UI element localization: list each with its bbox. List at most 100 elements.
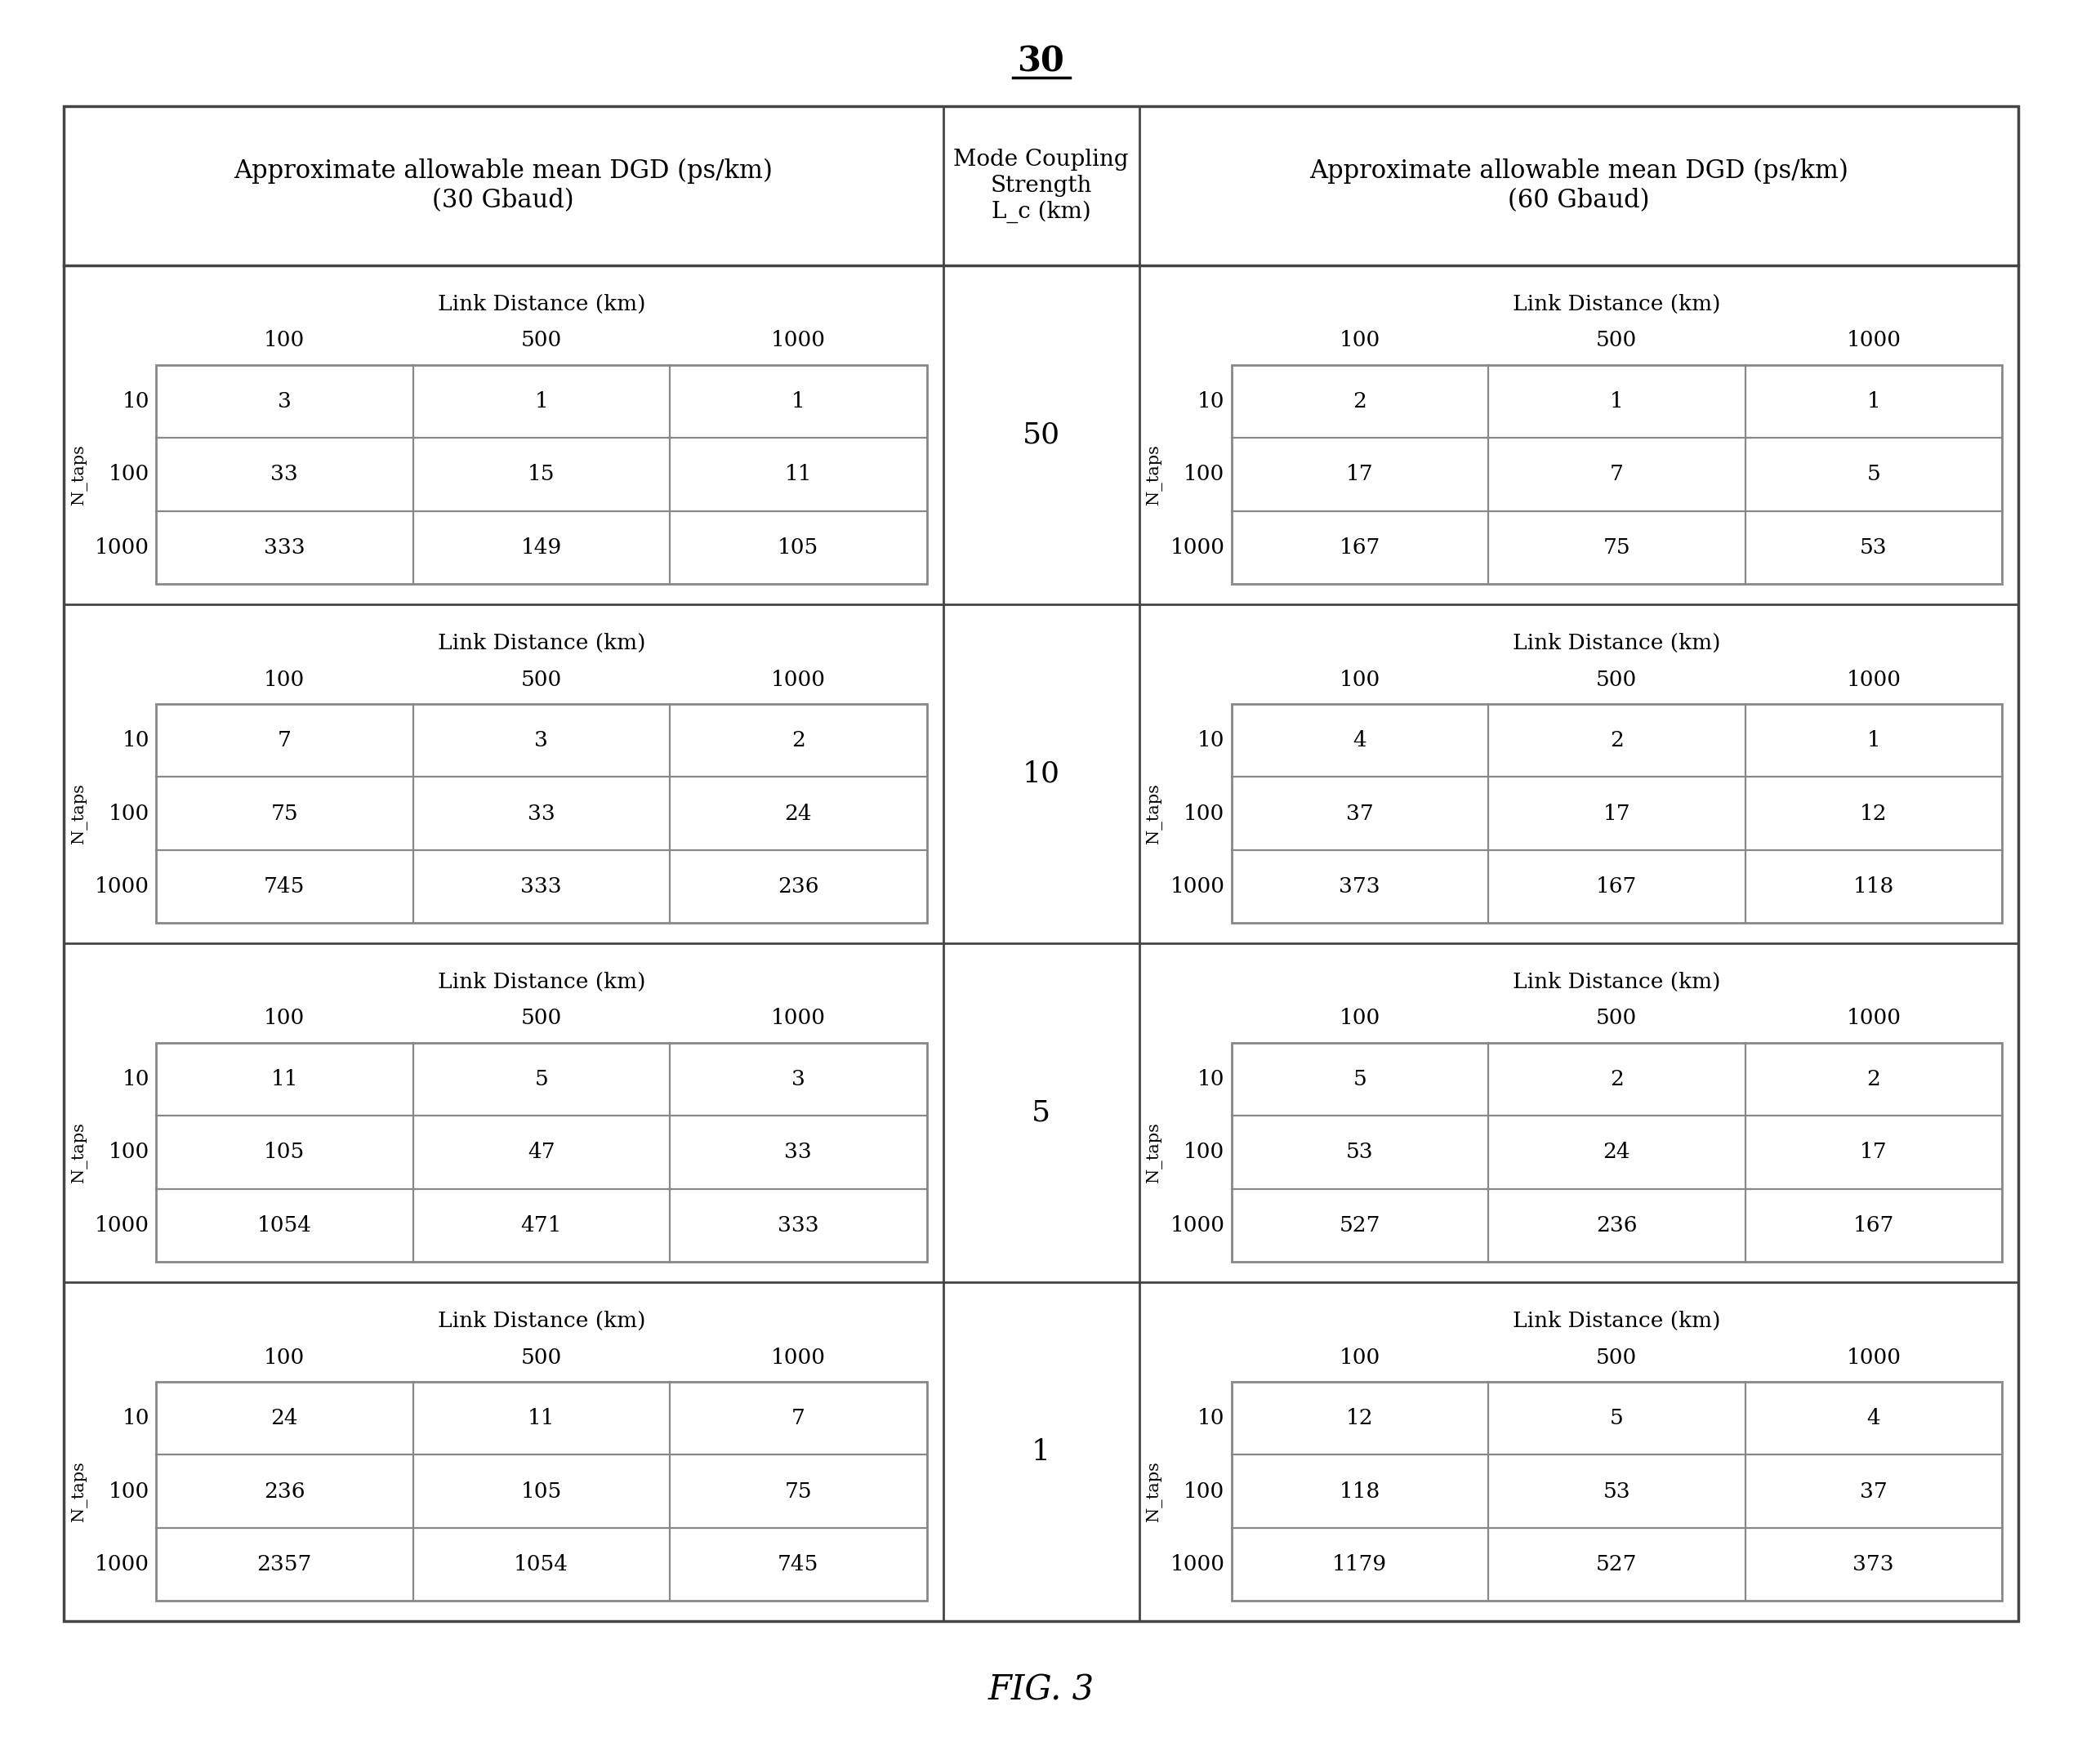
- Text: 1054: 1054: [256, 1215, 312, 1235]
- Text: Link Distance (km): Link Distance (km): [437, 972, 645, 991]
- Text: 333: 333: [777, 1215, 818, 1235]
- Text: 100: 100: [264, 1348, 304, 1367]
- Text: 10: 10: [123, 1069, 150, 1090]
- Text: 1: 1: [1868, 392, 1880, 411]
- Text: 10: 10: [123, 392, 150, 411]
- Text: 17: 17: [1859, 1141, 1886, 1162]
- Text: 1: 1: [1868, 730, 1880, 751]
- Text: N_taps: N_taps: [1147, 783, 1162, 843]
- Text: 15: 15: [527, 464, 556, 485]
- Text: 7: 7: [1609, 464, 1624, 485]
- Text: 1054: 1054: [514, 1554, 568, 1575]
- Text: 33: 33: [785, 1141, 812, 1162]
- Text: 17: 17: [1347, 464, 1374, 485]
- Text: 373: 373: [1339, 877, 1380, 896]
- Text: 53: 53: [1347, 1141, 1374, 1162]
- Text: 105: 105: [264, 1141, 304, 1162]
- Text: 24: 24: [271, 1408, 298, 1429]
- Bar: [156, 365, 926, 584]
- Text: Approximate allowable mean DGD (ps/km)
(30 Gbaud): Approximate allowable mean DGD (ps/km) (…: [233, 159, 772, 213]
- Text: 333: 333: [520, 877, 562, 896]
- Text: 527: 527: [1597, 1554, 1636, 1575]
- Bar: [156, 1381, 926, 1600]
- Text: N_taps: N_taps: [71, 445, 87, 505]
- Text: Link Distance (km): Link Distance (km): [1514, 1311, 1720, 1330]
- Text: N_taps: N_taps: [71, 1461, 87, 1521]
- Text: 100: 100: [1339, 330, 1380, 351]
- Text: 2357: 2357: [256, 1554, 312, 1575]
- Text: 2: 2: [1868, 1069, 1880, 1090]
- Text: 24: 24: [1603, 1141, 1630, 1162]
- Text: 1000: 1000: [1847, 1009, 1901, 1028]
- Text: 500: 500: [1597, 669, 1636, 690]
- Text: 105: 105: [520, 1482, 562, 1501]
- Text: 500: 500: [1597, 1348, 1636, 1367]
- Text: 1000: 1000: [770, 1348, 827, 1367]
- Text: 1000: 1000: [770, 1009, 827, 1028]
- Text: 10: 10: [1197, 392, 1224, 411]
- Text: 1: 1: [791, 392, 806, 411]
- Text: Approximate allowable mean DGD (ps/km)
(60 Gbaud): Approximate allowable mean DGD (ps/km) (…: [1310, 159, 1849, 213]
- Text: 2: 2: [1609, 730, 1624, 751]
- Text: 100: 100: [1185, 1141, 1224, 1162]
- Text: 500: 500: [520, 1348, 562, 1367]
- Text: 500: 500: [520, 330, 562, 351]
- Bar: [1230, 704, 2003, 923]
- Text: 100: 100: [1339, 669, 1380, 690]
- Text: 105: 105: [779, 538, 818, 557]
- Text: 1000: 1000: [1170, 877, 1224, 896]
- Text: N_taps: N_taps: [71, 783, 87, 843]
- Text: 236: 236: [1597, 1215, 1636, 1235]
- Bar: [1230, 1043, 2003, 1261]
- Text: 7: 7: [277, 730, 291, 751]
- Text: 100: 100: [264, 669, 304, 690]
- Text: Link Distance (km): Link Distance (km): [1514, 972, 1720, 991]
- Text: 500: 500: [1597, 330, 1636, 351]
- Text: 333: 333: [264, 538, 306, 557]
- Text: N_taps: N_taps: [1147, 445, 1162, 505]
- Text: 1000: 1000: [1170, 1215, 1224, 1235]
- Text: 100: 100: [1185, 1482, 1224, 1501]
- Text: 100: 100: [264, 1009, 304, 1028]
- Text: 37: 37: [1345, 803, 1374, 824]
- Text: 53: 53: [1603, 1482, 1630, 1501]
- Text: 745: 745: [264, 877, 306, 896]
- Text: 2: 2: [791, 730, 806, 751]
- Text: 5: 5: [1031, 1099, 1051, 1127]
- Text: 47: 47: [527, 1141, 556, 1162]
- Text: 4: 4: [1353, 730, 1366, 751]
- Text: Link Distance (km): Link Distance (km): [437, 293, 645, 314]
- Text: 118: 118: [1339, 1482, 1380, 1501]
- Text: 50: 50: [1022, 422, 1060, 448]
- Text: 3: 3: [791, 1069, 806, 1090]
- Text: 100: 100: [1339, 1009, 1380, 1028]
- Text: 167: 167: [1853, 1215, 1895, 1235]
- Text: 24: 24: [785, 803, 812, 824]
- Text: 100: 100: [1185, 803, 1224, 824]
- Text: 3: 3: [535, 730, 548, 751]
- Text: 1000: 1000: [1847, 1348, 1901, 1367]
- Text: 5: 5: [1609, 1408, 1624, 1429]
- Text: 1000: 1000: [1170, 1554, 1224, 1575]
- Text: 167: 167: [1597, 877, 1636, 896]
- Text: 500: 500: [520, 1009, 562, 1028]
- Text: 53: 53: [1859, 538, 1886, 557]
- Text: 1000: 1000: [770, 669, 827, 690]
- Text: 1: 1: [1031, 1438, 1051, 1466]
- Text: N_taps: N_taps: [1147, 1461, 1162, 1521]
- Text: 100: 100: [108, 1141, 150, 1162]
- Text: 75: 75: [785, 1482, 812, 1501]
- Text: 10: 10: [1022, 760, 1060, 789]
- Text: 2: 2: [1353, 392, 1366, 411]
- Text: 10: 10: [123, 730, 150, 751]
- Text: 745: 745: [779, 1554, 818, 1575]
- Text: 1: 1: [535, 392, 548, 411]
- Text: 471: 471: [520, 1215, 562, 1235]
- Text: 1000: 1000: [96, 538, 150, 557]
- Bar: [156, 704, 926, 923]
- Text: 5: 5: [1353, 1069, 1366, 1090]
- Text: 1000: 1000: [1170, 538, 1224, 557]
- Text: 11: 11: [271, 1069, 298, 1090]
- Text: 12: 12: [1859, 803, 1886, 824]
- Bar: [1230, 1381, 2003, 1600]
